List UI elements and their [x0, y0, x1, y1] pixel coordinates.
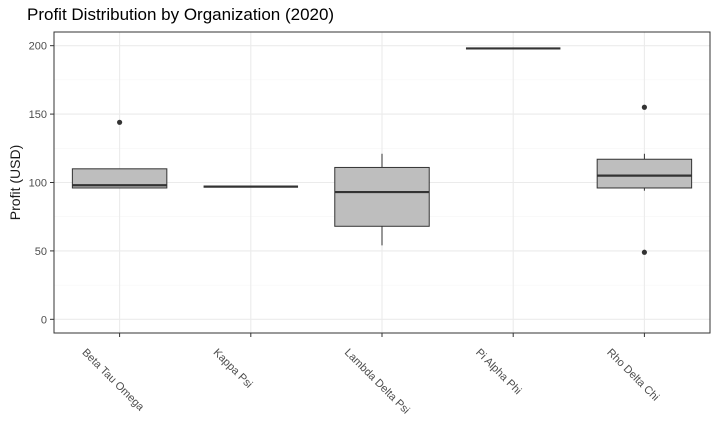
- x-tick-label: Lambda Delta Psi: [342, 347, 412, 417]
- box-body: [334, 166, 430, 227]
- chart-title: Profit Distribution by Organization (202…: [27, 5, 335, 24]
- box-lambda-delta-psi: [334, 153, 430, 246]
- x-tick-label: Kappa Psi: [211, 347, 255, 391]
- box-beta-tau-omega: [71, 119, 168, 189]
- y-axis-title: Profit (USD): [7, 145, 23, 220]
- x-tick-label: Beta Tau Omega: [79, 347, 146, 414]
- box-rho-delta-chi: [596, 104, 693, 255]
- x-axis: Beta Tau Omega Kappa Psi Lambda Delta Psi P…: [79, 333, 661, 417]
- y-tick-label: 150: [29, 109, 47, 121]
- y-tick-label: 0: [41, 314, 47, 326]
- outlier-point: [117, 119, 123, 125]
- y-tick-label: 100: [29, 178, 47, 190]
- y-axis: 0 50 100 150 200: [29, 41, 54, 326]
- x-tick-label: Pi Alpha Phi: [473, 347, 523, 397]
- box-plots: [71, 47, 693, 255]
- box-body: [596, 158, 693, 189]
- y-tick-label: 200: [29, 41, 47, 53]
- outlier-point: [641, 249, 648, 255]
- y-tick-label: 50: [35, 246, 47, 258]
- outlier-point: [641, 104, 648, 110]
- x-tick-label: Rho Delta Chi: [604, 347, 661, 404]
- box-body: [71, 168, 168, 189]
